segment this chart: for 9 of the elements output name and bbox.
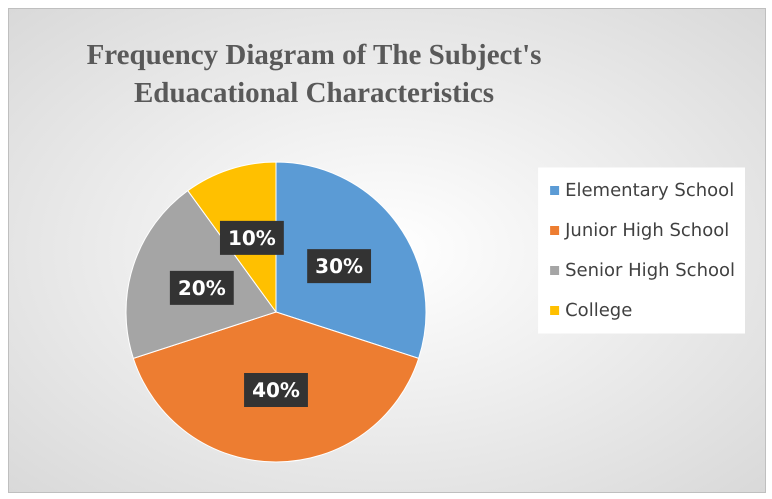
data-label: 20% [178,276,226,300]
legend-label: Elementary School [565,180,734,201]
data-label: 30% [315,254,364,278]
data-label: 10% [228,226,276,250]
data-label: 40% [252,378,300,402]
legend-label: College [565,300,632,321]
legend-label: Junior High School [564,220,730,241]
legend-label: Senior High School [565,260,736,281]
chart-title: Frequency Diagram of The Subject's Eduacational Characteristics [86,39,542,109]
